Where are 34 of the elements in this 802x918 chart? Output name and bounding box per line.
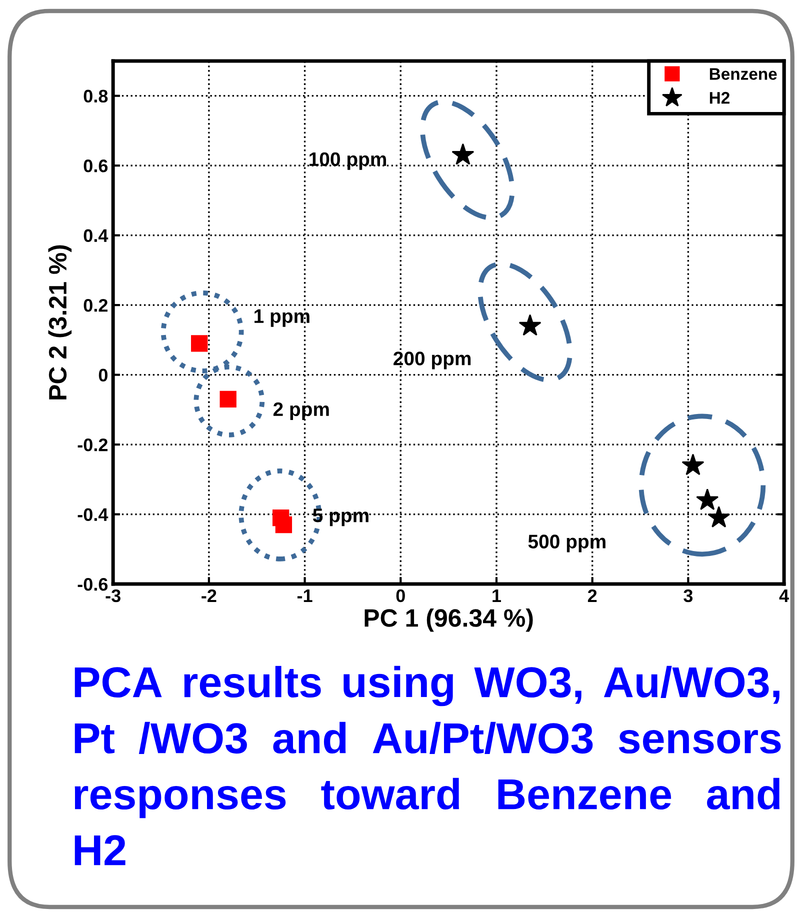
- x-tick-label: -1: [297, 590, 312, 602]
- y-axis-title: PC 2 (3.21 %): [48, 245, 72, 400]
- point: [191, 335, 208, 352]
- x-tick-label: 1: [492, 590, 501, 602]
- annotation: 500 ppm: [528, 534, 606, 552]
- y-tick-label: -0.2: [78, 438, 108, 452]
- x-tick-label: 0: [396, 589, 405, 602]
- point: [452, 143, 474, 165]
- y-tick-label: -0.4: [78, 508, 108, 522]
- point: [275, 516, 292, 534]
- y-tick-label: 0.6: [84, 160, 108, 172]
- point: [518, 314, 542, 336]
- annotation: 1 ppm: [254, 309, 310, 327]
- x-tick-label: 3: [684, 589, 693, 602]
- legend-label: H2: [710, 92, 730, 104]
- annotation: 100 ppm: [310, 152, 386, 170]
- annotation: 200 ppm: [394, 352, 471, 370]
- x-tick-label: -3: [106, 589, 120, 602]
- point: [220, 390, 236, 408]
- x-tick-label: -2: [202, 589, 216, 602]
- x-axis-title: PC 1 (96.34 %): [364, 608, 533, 632]
- y-tick-label: 0.2: [84, 298, 108, 312]
- legend-label: Benzene: [710, 68, 777, 80]
- annotation: 2 ppm: [273, 402, 329, 420]
- y-tick-label: -0.6: [78, 578, 108, 591]
- point: [708, 506, 730, 528]
- x-tick-label: 2: [588, 589, 597, 602]
- point: [682, 454, 704, 476]
- y-tick-label: 0: [98, 368, 108, 382]
- text: PCA results using WO3, Au/WO3, Pt /WO3 and Au/Pt/WO3 sensors responses toward Benzene and H2: [74, 666, 781, 866]
- point: [696, 488, 719, 510]
- x-tick-label: 4: [779, 590, 789, 602]
- y-tick-label: 0.8: [84, 90, 108, 103]
- y-tick-label: 0.4: [84, 229, 108, 242]
